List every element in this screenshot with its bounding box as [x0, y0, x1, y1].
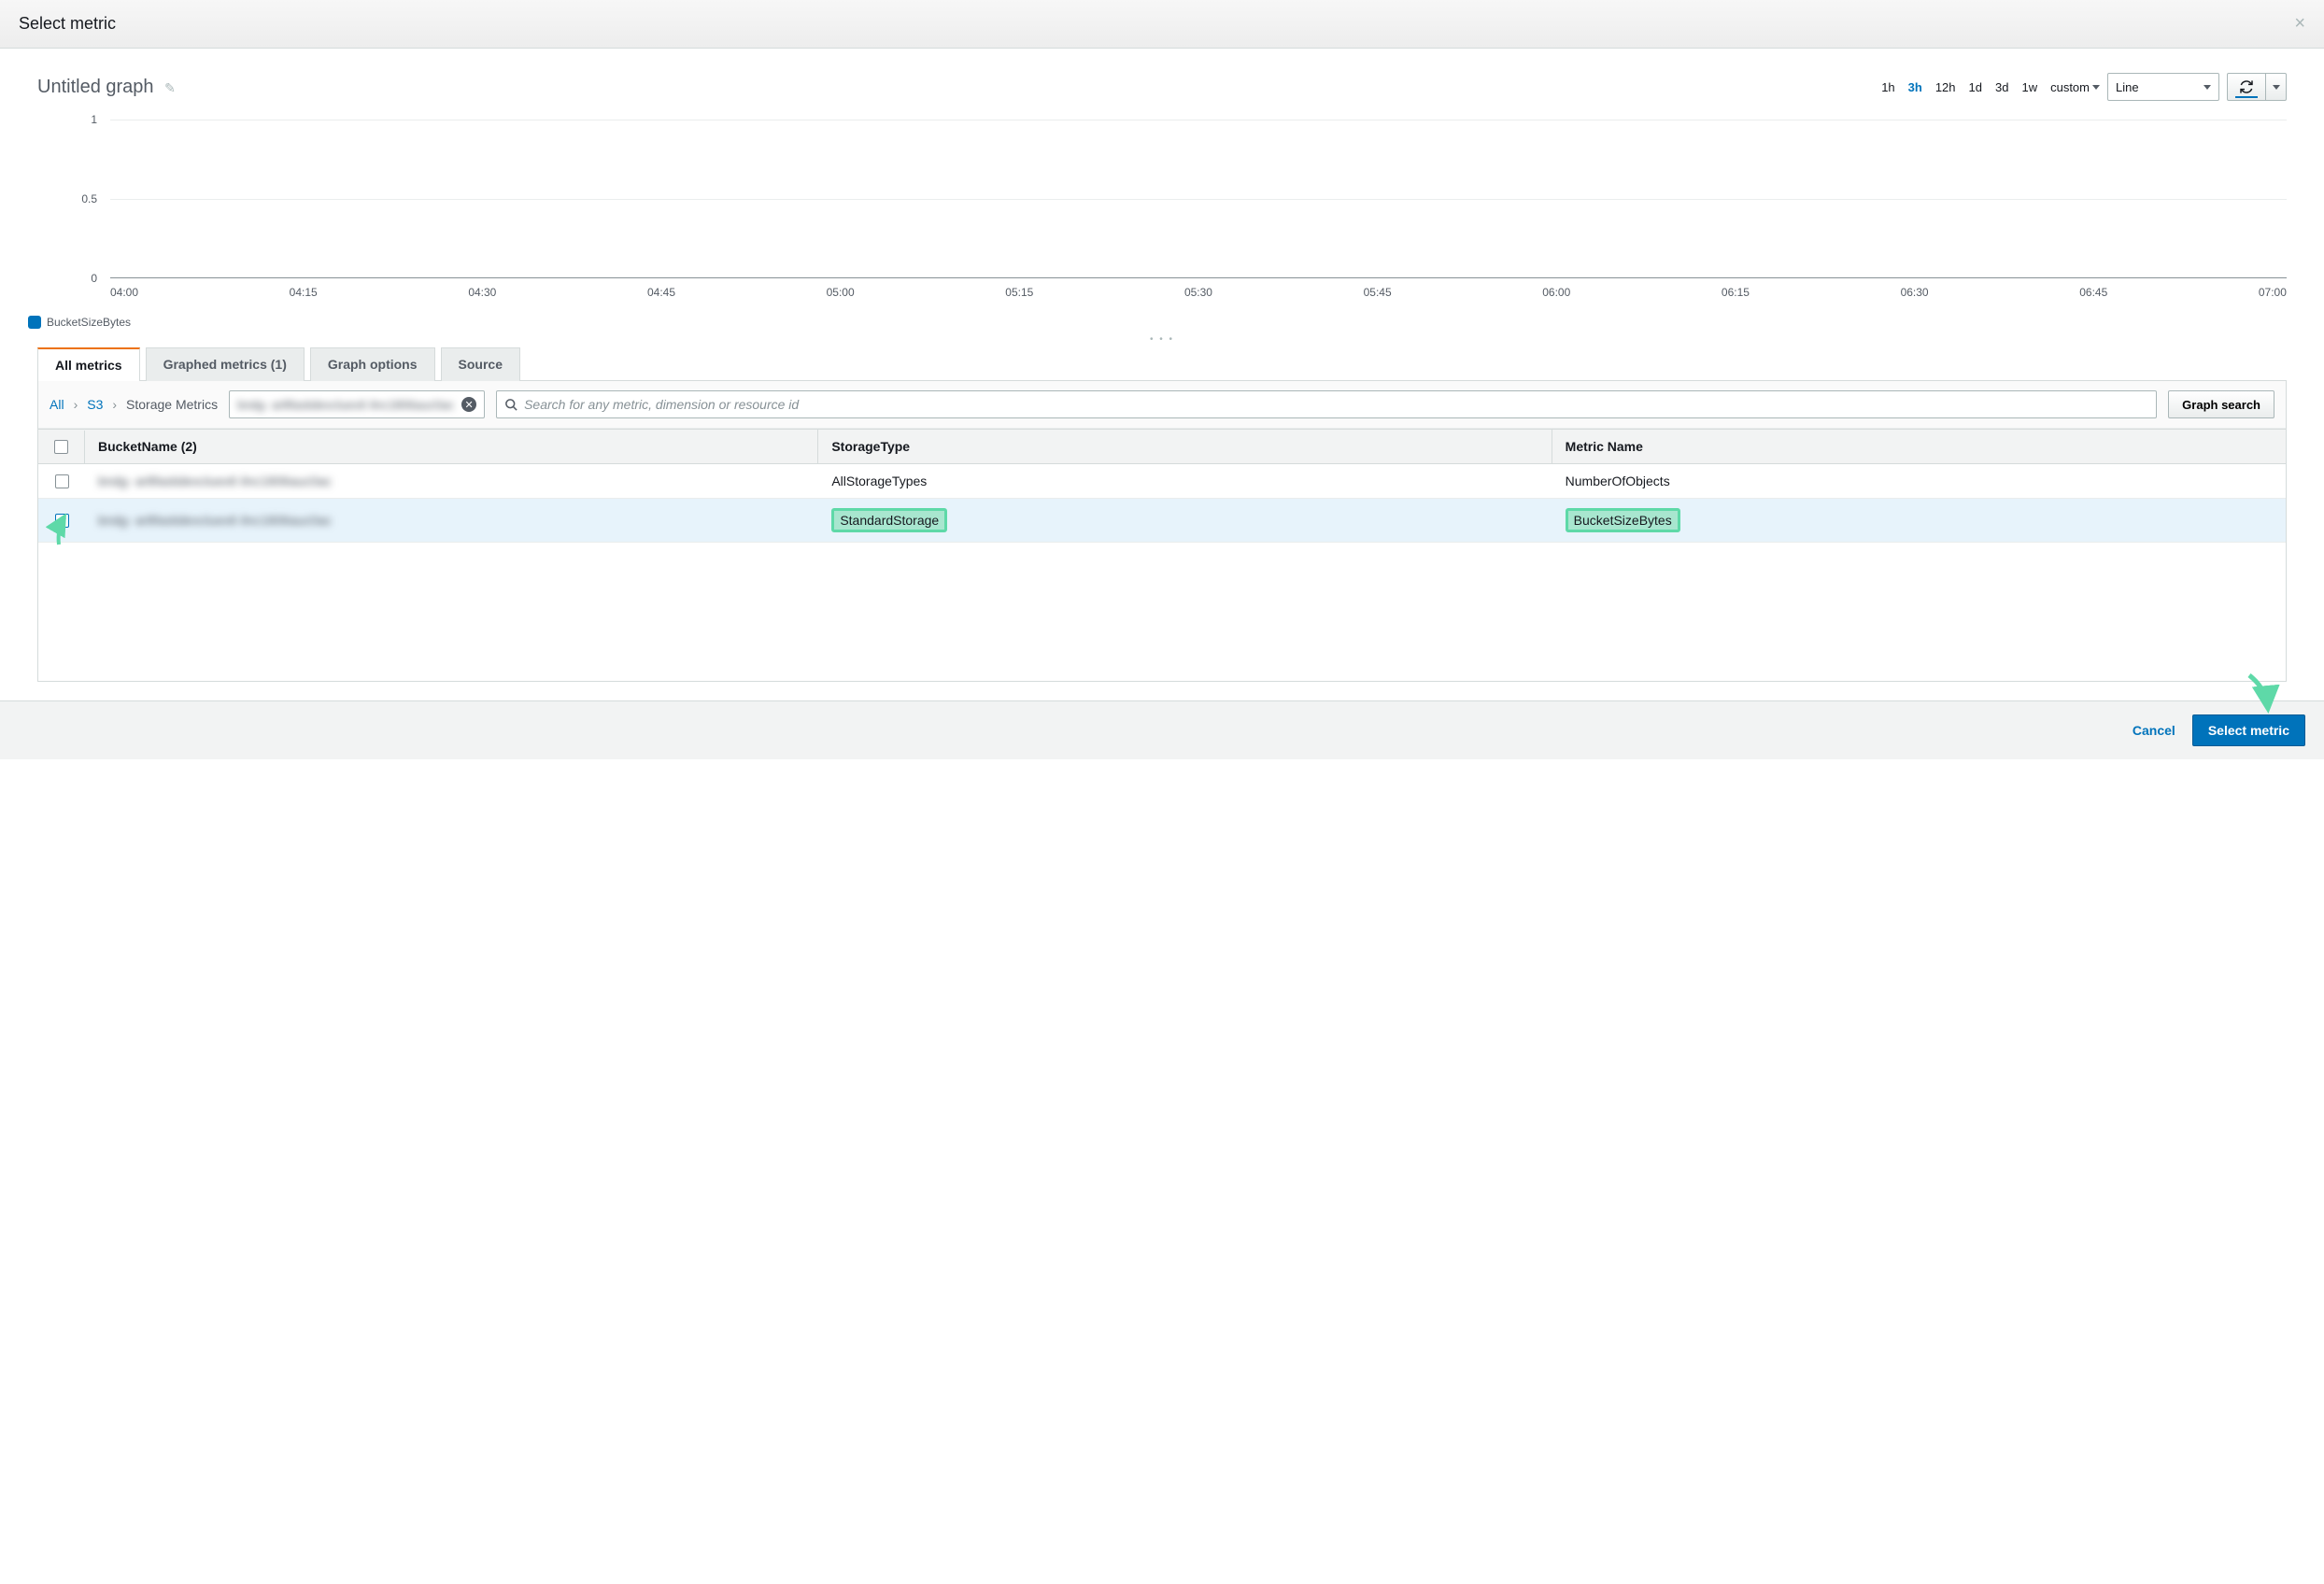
col-metric-name[interactable]: Metric Name	[1552, 430, 2286, 463]
x-tick: 06:45	[2079, 286, 2107, 299]
chart-type-value: Line	[2116, 80, 2139, 94]
custom-label: custom	[2050, 80, 2090, 94]
modal-content: Untitled graph ✎ 1h 3h 12h 1d 3d 1w cust…	[0, 49, 2324, 700]
resize-handle[interactable]: • • •	[37, 334, 2287, 345]
breadcrumb-sep: ›	[74, 397, 78, 412]
cell-storage: StandardStorage	[818, 499, 1552, 542]
x-tick: 04:00	[110, 286, 138, 299]
time-range-custom[interactable]: custom	[2050, 80, 2100, 94]
x-tick: 04:45	[647, 286, 675, 299]
bucket-name-text: bndg- ar8fastidexcluex6 ilnc1806auc0ac	[98, 513, 332, 528]
metrics-panel: All › S3 › Storage Metrics bndg- ar8fast…	[37, 381, 2287, 682]
chart-area: 1 0.5 0 04:00 04:15 04:30 04:45 05:00 05…	[65, 120, 2287, 306]
refresh-button[interactable]	[2227, 73, 2266, 101]
y-tick: 0	[91, 272, 97, 285]
time-range-1w[interactable]: 1w	[2021, 80, 2037, 94]
refresh-dropdown[interactable]	[2266, 73, 2287, 101]
graph-header: Untitled graph ✎ 1h 3h 12h 1d 3d 1w cust…	[37, 73, 2287, 101]
highlighted-cell: StandardStorage	[831, 508, 947, 532]
cell-metric: BucketSizeBytes	[1552, 499, 2286, 542]
modal-title: Select metric	[19, 14, 116, 34]
caret-down-icon	[2273, 85, 2280, 90]
tab-source[interactable]: Source	[441, 347, 520, 381]
x-tick: 05:30	[1184, 286, 1212, 299]
row-checkbox-cell	[38, 465, 85, 498]
y-tick: 1	[91, 113, 97, 126]
pencil-icon[interactable]: ✎	[164, 80, 176, 95]
refresh-icon	[2239, 79, 2254, 94]
x-tick: 06:15	[1722, 286, 1750, 299]
time-range-12h[interactable]: 12h	[1935, 80, 1956, 94]
breadcrumb-all[interactable]: All	[50, 397, 64, 412]
breadcrumb: All › S3 › Storage Metrics	[50, 397, 218, 412]
row-checkbox[interactable]	[55, 514, 69, 528]
search-icon	[504, 398, 518, 412]
y-tick: 0.5	[81, 192, 97, 205]
close-icon[interactable]: ×	[2294, 13, 2305, 35]
x-tick: 05:45	[1364, 286, 1392, 299]
cell-bucket: bndg- ar8fastidexcluex6 ilnc1806auc0ac	[85, 503, 818, 537]
x-tick: 05:15	[1005, 286, 1033, 299]
x-tick: 06:00	[1542, 286, 1570, 299]
graph-title: Untitled graph	[37, 77, 154, 97]
breadcrumb-sep: ›	[112, 397, 117, 412]
legend-swatch	[28, 316, 41, 329]
tab-graph-options[interactable]: Graph options	[310, 347, 435, 381]
x-tick: 07:00	[2259, 286, 2287, 299]
table-row[interactable]: bndg- ar8fastidexcluex6 ilnc1806auc0ac S…	[38, 499, 2286, 543]
metric-search[interactable]	[496, 390, 2157, 418]
bucket-name-text: bndg- ar8fastidexcluex6 ilnc1806auc0ac	[98, 474, 332, 488]
cancel-button[interactable]: Cancel	[2133, 723, 2175, 738]
chart-type-select[interactable]: Line	[2107, 73, 2219, 101]
y-axis: 1 0.5 0	[65, 120, 103, 278]
tabs: All metrics Graphed metrics (1) Graph op…	[37, 346, 2287, 381]
chart-legend: BucketSizeBytes	[28, 316, 2287, 329]
breadcrumb-group: Storage Metrics	[126, 397, 218, 412]
time-range-3h[interactable]: 3h	[1908, 80, 1922, 94]
col-bucket-name[interactable]: BucketName (2)	[85, 430, 818, 463]
header-checkbox-cell	[38, 431, 85, 463]
time-range-1h[interactable]: 1h	[1881, 80, 1894, 94]
cell-bucket: bndg- ar8fastidexcluex6 ilnc1806auc0ac	[85, 464, 818, 498]
time-range-3d[interactable]: 3d	[1995, 80, 2008, 94]
x-tick: 05:00	[827, 286, 855, 299]
gridline	[110, 199, 2287, 200]
metrics-toolbar: All › S3 › Storage Metrics bndg- ar8fast…	[38, 381, 2286, 429]
x-tick: 04:30	[468, 286, 496, 299]
x-axis-labels: 04:00 04:15 04:30 04:45 05:00 05:15 05:3…	[110, 286, 2287, 299]
table-header: BucketName (2) StorageType Metric Name	[38, 429, 2286, 464]
modal-footer: Cancel Select metric	[0, 700, 2324, 759]
tab-all-metrics[interactable]: All metrics	[37, 347, 140, 381]
filter-chip: bndg- ar8fastidexcluex6 ilnc1806auc0ac ✕	[229, 390, 485, 418]
row-checkbox[interactable]	[55, 474, 69, 488]
metrics-table: BucketName (2) StorageType Metric Name b…	[38, 429, 2286, 681]
search-input[interactable]	[524, 397, 2148, 412]
x-axis-line	[110, 277, 2287, 278]
col-storage-type[interactable]: StorageType	[818, 430, 1552, 463]
highlighted-cell: BucketSizeBytes	[1566, 508, 1680, 532]
time-range-picker: 1h 3h 12h 1d 3d 1w custom	[1881, 80, 2100, 94]
graph-search-button[interactable]: Graph search	[2168, 390, 2274, 418]
graph-controls: 1h 3h 12h 1d 3d 1w custom Line	[1881, 73, 2287, 101]
caret-down-icon	[2092, 85, 2100, 90]
legend-label: BucketSizeBytes	[47, 316, 131, 329]
time-range-1d[interactable]: 1d	[1969, 80, 1982, 94]
graph-title-wrap: Untitled graph ✎	[37, 77, 176, 98]
modal-header: Select metric ×	[0, 0, 2324, 49]
x-tick: 06:30	[1901, 286, 1929, 299]
select-all-checkbox[interactable]	[54, 440, 68, 454]
x-tick: 04:15	[290, 286, 318, 299]
breadcrumb-service[interactable]: S3	[87, 397, 103, 412]
caret-down-icon	[2204, 85, 2211, 90]
refresh-group	[2227, 73, 2287, 101]
cell-metric: NumberOfObjects	[1552, 464, 2286, 498]
table-row[interactable]: bndg- ar8fastidexcluex6 ilnc1806auc0ac A…	[38, 464, 2286, 499]
filter-chip-text: bndg- ar8fastidexcluex6 ilnc1806auc0ac	[237, 398, 454, 412]
tab-graphed-metrics[interactable]: Graphed metrics (1)	[146, 347, 305, 381]
select-metric-button[interactable]: Select metric	[2192, 714, 2305, 746]
cell-storage: AllStorageTypes	[818, 464, 1552, 498]
chip-close-icon[interactable]: ✕	[461, 397, 476, 412]
row-checkbox-cell	[38, 504, 85, 537]
